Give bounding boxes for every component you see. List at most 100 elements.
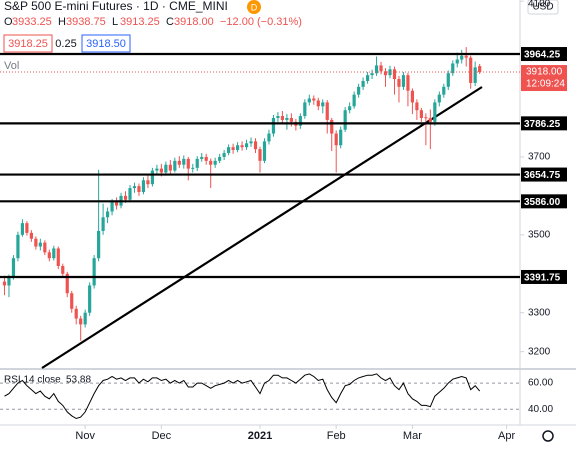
candle-body — [307, 98, 311, 103]
candle-body — [455, 59, 459, 64]
candle-body — [276, 116, 280, 118]
candle-body — [137, 186, 141, 192]
sell-box[interactable] — [3, 34, 53, 53]
candle-body — [227, 147, 231, 154]
settings-icon[interactable] — [542, 430, 554, 442]
level-tag — [521, 167, 567, 182]
level-label: 3391.75 — [524, 273, 561, 284]
candle-body — [343, 110, 347, 130]
x-tick-label: Feb — [327, 430, 346, 442]
candle-body — [280, 116, 285, 120]
buy-price: 3918.50 — [86, 38, 126, 50]
candle-body — [20, 223, 25, 235]
candle-body — [2, 281, 7, 286]
candle-body — [191, 167, 195, 169]
candle-body — [258, 149, 262, 161]
candle-body — [262, 141, 267, 161]
candle-body — [321, 102, 325, 107]
candle-body — [267, 133, 271, 142]
candle-body — [361, 80, 365, 87]
ohlc-key: L — [112, 16, 118, 28]
candle-body — [410, 90, 415, 103]
candle-body — [38, 242, 42, 247]
rsi-value: 53.88 — [66, 375, 91, 386]
candle-body — [312, 98, 316, 101]
candle-body — [370, 73, 374, 76]
candle-body — [285, 117, 289, 120]
candle-body — [65, 273, 69, 294]
candle-body — [34, 238, 38, 247]
candle-body — [325, 102, 329, 120]
candle-body — [132, 186, 137, 189]
candle-body — [374, 65, 379, 74]
candle-body — [464, 55, 468, 58]
candle-body — [469, 57, 473, 83]
candle-body — [209, 160, 213, 165]
candle-body — [47, 252, 51, 259]
level-label: 3964.25 — [524, 50, 561, 61]
candle-body — [123, 195, 128, 200]
y-tick-label: 3700 — [528, 152, 551, 163]
candle-body — [348, 106, 352, 111]
candle-body — [164, 164, 168, 173]
level-label: 3654.75 — [524, 170, 561, 181]
candle-body — [357, 86, 361, 95]
candle-body — [478, 66, 482, 73]
candle-body — [155, 168, 159, 171]
candle-body — [406, 75, 410, 91]
ohlc-key: C — [166, 16, 174, 28]
candle-body — [442, 86, 446, 95]
rsi-line — [4, 373, 481, 420]
candle-body — [365, 75, 370, 81]
candle-body — [25, 223, 29, 233]
candle-body — [383, 71, 388, 76]
candle-body — [173, 160, 177, 171]
level-tag — [521, 269, 567, 284]
candle-body — [150, 170, 155, 185]
symbol-title: S&P 500 E-mini Futures · 1D · CME_MINI — [4, 0, 228, 13]
x-tick-label: Nov — [75, 430, 95, 442]
candle-body — [222, 153, 226, 157]
badge-text: D — [251, 2, 258, 12]
y-tick-label: 3300 — [528, 307, 551, 318]
candle-body — [101, 217, 105, 231]
ohlc-key: H — [58, 16, 66, 28]
candle-body — [83, 312, 87, 325]
candle-body — [415, 102, 419, 111]
candle-body — [182, 158, 186, 165]
candle-body — [446, 73, 450, 87]
candle-body — [401, 75, 406, 87]
candle-body — [74, 308, 78, 319]
trend-line — [41, 86, 483, 369]
y-tick-label: 3500 — [528, 229, 551, 240]
candle-body — [61, 265, 65, 274]
candle-body — [249, 141, 253, 144]
candle-body — [244, 143, 249, 148]
candle-body — [397, 79, 401, 87]
rsi-tick-label: 40.00 — [528, 404, 553, 415]
candle-body — [316, 100, 320, 107]
candle-body — [240, 145, 244, 148]
x-tick-label: Dec — [152, 430, 172, 442]
change: −12.00 (−0.31%) — [220, 16, 302, 28]
currency-box[interactable] — [527, 0, 559, 15]
y-tick-label: 4100 — [528, 0, 551, 10]
ohlc-value: 3913.25 — [120, 16, 160, 28]
candle-body — [460, 55, 464, 60]
sell-price: 3918.25 — [8, 38, 48, 50]
level-label: 3586.00 — [524, 197, 561, 208]
candle-body — [114, 201, 119, 206]
rsi-title: RSI 14 close — [4, 375, 61, 386]
level-label: 3786.25 — [524, 119, 561, 130]
candle-body — [204, 156, 208, 161]
candle-body — [379, 65, 383, 72]
buy-box[interactable] — [81, 34, 131, 53]
candle-body — [141, 180, 146, 192]
ohlc-key: O — [4, 16, 13, 28]
ohlc-value: 3918.00 — [174, 16, 214, 28]
badge — [247, 0, 261, 14]
candle-body — [437, 94, 441, 103]
x-tick-label: Mar — [403, 430, 422, 442]
candle-body — [195, 158, 199, 168]
